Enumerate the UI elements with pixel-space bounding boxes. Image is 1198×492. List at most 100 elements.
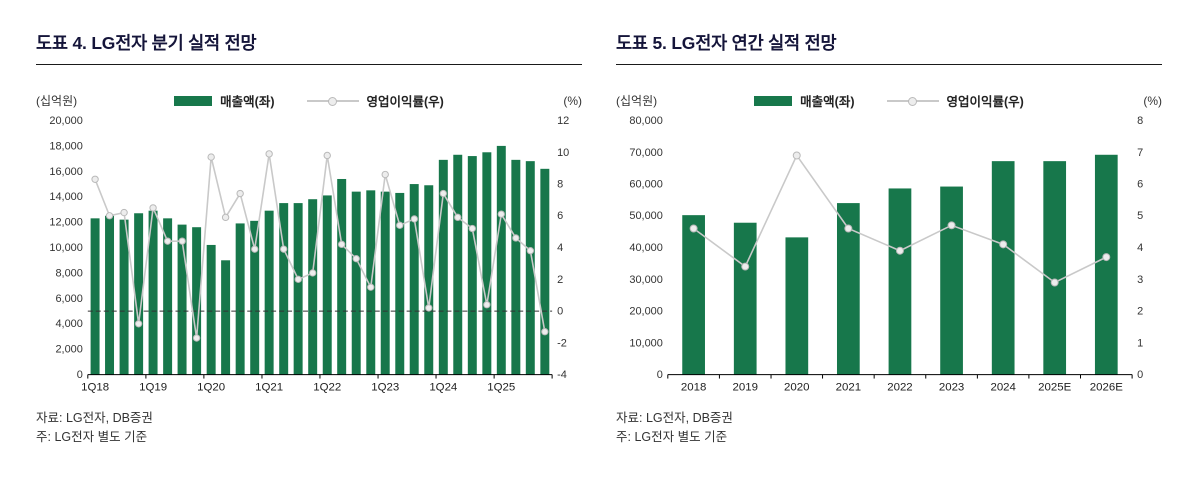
revenue-bar <box>221 260 231 375</box>
revenue-bar <box>337 178 347 375</box>
right-axis-tick-label: 8 <box>557 179 563 191</box>
x-axis-label: 2023 <box>939 382 964 394</box>
revenue-bar <box>424 185 434 375</box>
margin-line <box>94 153 546 339</box>
figure-title-annual: 도표 5. LG전자 연간 실적 전망 <box>616 24 1162 65</box>
right-axis-tick-label: 12 <box>557 115 569 127</box>
margin-point <box>367 283 375 291</box>
x-axis-label: 2019 <box>733 382 758 394</box>
quarterly-combo-chart: 0 2,000 4,000 6,000 8,000 10,000 12,000 14,000 1… <box>49 115 569 394</box>
bar-legend-label: 매출액(좌) <box>220 95 275 109</box>
revenue-bar <box>264 210 274 375</box>
revenue-bar <box>279 203 289 375</box>
revenue-bar <box>1094 154 1118 375</box>
left-axis-tick-label: 2,000 <box>55 344 82 356</box>
right-axis-tick-label: 1 <box>1137 337 1143 349</box>
x-axis-label: 2020 <box>784 382 809 394</box>
legend: 매출액(좌) 영업이익률(우) <box>678 91 1100 110</box>
margin-point <box>689 224 698 233</box>
revenue-bar <box>467 156 477 375</box>
line-swatch-icon <box>886 96 939 106</box>
margin-point <box>741 262 750 271</box>
margin-point <box>207 153 215 161</box>
x-axis-label: 2022 <box>887 382 912 394</box>
margin-point <box>149 204 157 212</box>
margin-point <box>134 320 143 328</box>
margin-point <box>163 237 172 245</box>
left-axis-tick-label: 16,000 <box>49 166 82 178</box>
revenue-bar <box>940 186 963 375</box>
margin-point <box>1102 253 1111 262</box>
revenue-bar <box>163 218 173 375</box>
revenue-bar <box>438 159 448 375</box>
left-axis-tick-label: 50,000 <box>629 210 662 222</box>
right-axis-tick-label: 0 <box>557 306 563 318</box>
x-axis-label: 2018 <box>681 382 706 394</box>
revenue-bar <box>351 191 361 375</box>
right-axis-tick-label: 2 <box>557 274 563 286</box>
right-axis-unit: (%) <box>1143 93 1162 108</box>
revenue-bar <box>322 195 332 375</box>
right-axis-tick-label: -2 <box>557 337 567 349</box>
revenue-bar <box>453 154 463 375</box>
revenue-bar <box>682 215 705 375</box>
margin-point <box>425 304 433 312</box>
x-axis-label: 1Q19 <box>139 382 167 394</box>
left-axis-tick-label: 70,000 <box>629 147 662 159</box>
margin-point <box>265 150 273 158</box>
right-axis-tick-label: 6 <box>1137 179 1143 191</box>
left-axis-tick-label: 8,000 <box>55 267 82 279</box>
right-axis-tick-label: 8 <box>1137 115 1143 127</box>
right-axis-tick-label: 6 <box>557 210 563 222</box>
revenue-bar <box>540 168 550 375</box>
revenue-bar <box>192 227 202 375</box>
x-axis-label: 2025E <box>1038 382 1071 394</box>
revenue-bar <box>733 222 757 375</box>
revenue-bar <box>177 224 187 375</box>
marker-dot-icon <box>327 96 337 106</box>
figure-quarterly: 도표 4. LG전자 분기 실적 전망 (십억원) 매출액(좌) 영업이익률(우… <box>36 24 582 492</box>
legend-item-margin: 영업이익률(우) <box>306 91 444 110</box>
margin-point <box>483 301 491 309</box>
margin-point <box>323 151 331 160</box>
x-axis-label: 1Q23 <box>371 382 399 394</box>
left-axis-tick-label: 14,000 <box>49 191 82 203</box>
line-swatch-icon <box>306 96 359 106</box>
revenue-bar <box>836 203 860 375</box>
x-axis-label: 1Q25 <box>487 382 515 394</box>
margin-point <box>178 237 186 245</box>
left-axis-unit: (십억원) <box>36 94 78 108</box>
x-axis-label: 1Q24 <box>429 382 458 394</box>
margin-point <box>192 334 201 342</box>
x-axis-label: 1Q18 <box>81 382 109 394</box>
left-axis-tick-label: 4,000 <box>55 318 82 330</box>
margin-point <box>352 255 360 263</box>
revenue-bar <box>409 184 419 375</box>
margin-point <box>236 189 244 198</box>
margin-point <box>895 246 904 255</box>
revenue-bar <box>308 199 318 375</box>
left-axis-tick-label: 0 <box>77 369 83 381</box>
left-axis-tick-label: 0 <box>657 369 663 381</box>
revenue-bar <box>134 213 144 375</box>
left-axis-tick-label: 20,000 <box>49 115 82 127</box>
margin-point <box>280 245 288 253</box>
margin-point <box>497 210 505 218</box>
revenue-bar <box>888 188 912 375</box>
annual-combo-chart: 0 10,000 20,000 30,000 40,000 50,000 60,000 70,… <box>629 115 1143 394</box>
figure-title-quarterly: 도표 4. LG전자 분기 실적 전망 <box>36 24 582 65</box>
figure-annual: 도표 5. LG전자 연간 실적 전망 (십억원) 매출액(좌) 영업이익률(우… <box>616 24 1162 492</box>
source-line: 자료: LG전자, DB증권 <box>616 411 733 425</box>
revenue-bar <box>148 210 158 375</box>
left-axis-tick-label: 12,000 <box>49 217 82 229</box>
x-axis-label: 2024 <box>990 382 1016 394</box>
chart-header-annual: (십억원) 매출액(좌) 영업이익률(우) (%) <box>616 91 1162 110</box>
margin-point <box>512 234 520 242</box>
margin-point <box>309 269 317 277</box>
revenue-bar <box>991 161 1015 375</box>
left-axis-tick-label: 30,000 <box>629 274 662 286</box>
margin-point <box>381 170 389 179</box>
left-axis-tick-label: 20,000 <box>629 306 662 318</box>
margin-point <box>410 215 419 223</box>
